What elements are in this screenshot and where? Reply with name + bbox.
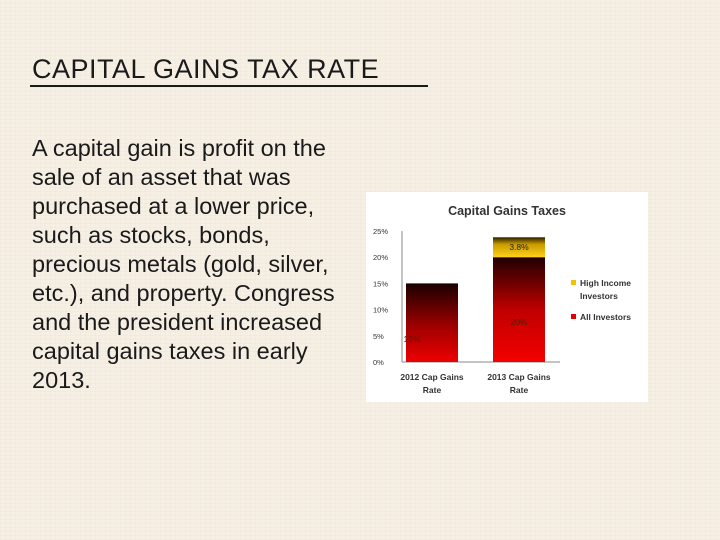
legend-swatch (571, 314, 576, 319)
bar-all-investors (406, 283, 458, 362)
x-category-label: Rate (423, 385, 442, 395)
legend-swatch (571, 280, 576, 285)
title-underline (30, 85, 428, 87)
y-tick-label: 5% (373, 332, 384, 341)
x-category-label: Rate (510, 385, 529, 395)
slide-title: CAPITAL GAINS TAX RATE (32, 54, 380, 84)
data-label-all-investors: 20% (510, 317, 527, 327)
legend-label: Investors (580, 291, 618, 301)
y-tick-label: 25% (373, 227, 388, 236)
bar-high-income (493, 237, 545, 258)
legend-label: All Investors (580, 312, 631, 322)
chart-title: Capital Gains Taxes (448, 204, 566, 218)
x-category-label: 2013 Cap Gains (487, 372, 551, 382)
data-label-all-investors: 15% (403, 334, 420, 344)
y-tick-label: 10% (373, 306, 388, 315)
chart-panel: Capital Gains Taxes 0% 5% 10% 15% 20% 25% 15% 20… (366, 192, 648, 402)
bar-all-investors (493, 257, 545, 362)
y-tick-label: 0% (373, 358, 384, 367)
y-tick-label: 15% (373, 279, 388, 288)
x-category-label: 2012 Cap Gains (400, 372, 464, 382)
body-text: A capital gain is profit on the sale of … (32, 135, 335, 393)
data-label-high-income: 3.8% (509, 242, 529, 252)
legend-label: High Income (580, 278, 631, 288)
y-tick-label: 20% (373, 253, 388, 262)
capital-gains-chart: Capital Gains Taxes 0% 5% 10% 15% 20% 25% 15% 20… (373, 204, 631, 395)
